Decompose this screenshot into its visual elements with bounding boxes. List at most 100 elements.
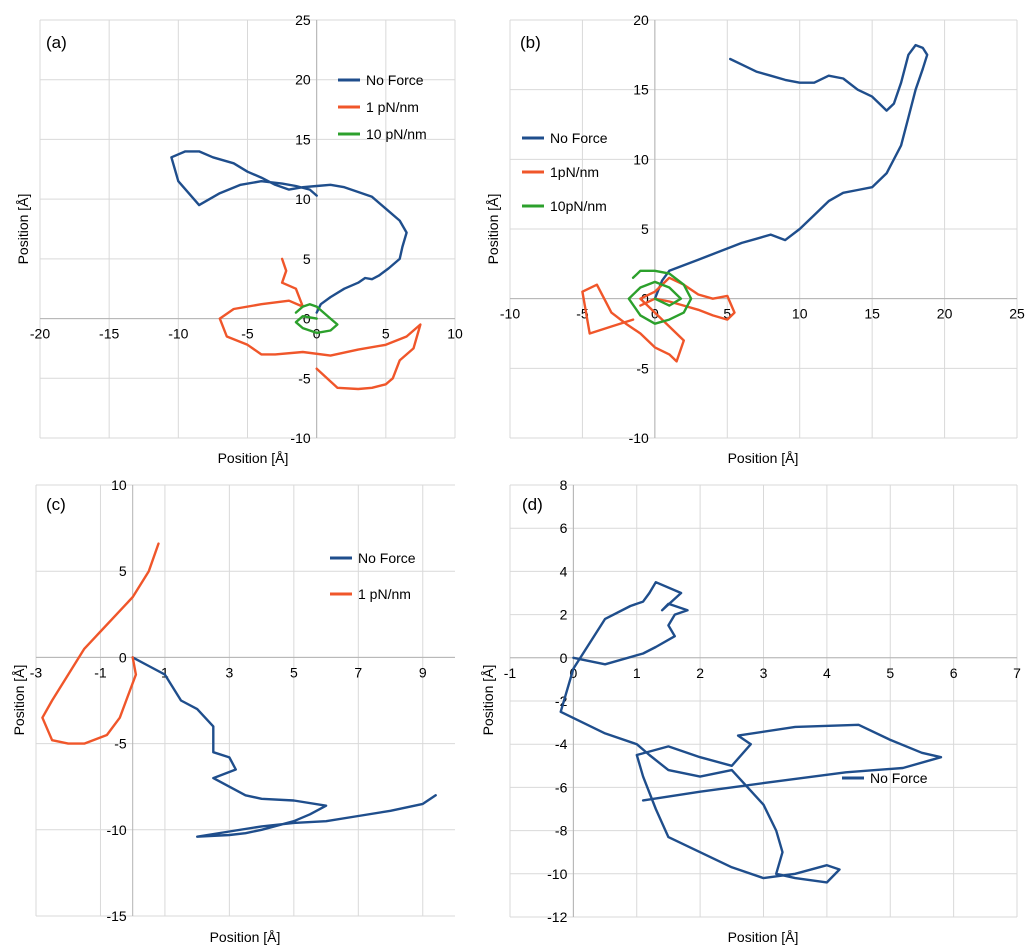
y-tick-label: -6 xyxy=(555,779,568,795)
y-tick-label: 0 xyxy=(303,311,311,327)
legend: No Force xyxy=(842,770,928,786)
legend-entry: 1 pN/nm xyxy=(366,99,419,115)
grid xyxy=(509,484,1018,918)
series-line-no-force xyxy=(170,150,408,314)
x-tick-label: 10 xyxy=(447,326,463,342)
y-tick-label: 8 xyxy=(560,477,568,493)
x-tick-label: 20 xyxy=(937,306,953,322)
y-axis-title: Position [Å] xyxy=(15,194,31,265)
x-tick-label: -3 xyxy=(30,664,43,680)
series-line-10-pn-nm xyxy=(294,303,339,335)
y-axis-title: Position [Å] xyxy=(480,665,496,736)
x-axis-title: Position [Å] xyxy=(218,450,289,466)
x-tick-label: 5 xyxy=(382,326,390,342)
y-tick-label: 15 xyxy=(295,131,311,147)
legend-entry: No Force xyxy=(358,550,416,566)
series-line-no-force xyxy=(131,656,437,838)
x-tick-label: 1 xyxy=(161,664,169,680)
x-tick-label: 7 xyxy=(354,664,362,680)
x-tick-label: 5 xyxy=(290,664,298,680)
y-tick-label: 15 xyxy=(633,82,649,98)
legend-entry: No Force xyxy=(870,770,928,786)
series-line-1-pn-nm xyxy=(218,257,422,391)
y-tick-label: 20 xyxy=(295,72,311,88)
y-tick-label: -15 xyxy=(106,908,126,924)
x-tick-label: 9 xyxy=(419,664,427,680)
y-tick-label: 2 xyxy=(560,607,568,623)
y-tick-label: 5 xyxy=(119,563,127,579)
y-tick-label: 10 xyxy=(633,151,649,167)
x-axis-title: Position [Å] xyxy=(728,929,799,945)
y-tick-label: -10 xyxy=(547,866,567,882)
x-tick-label: 7 xyxy=(1013,665,1021,681)
x-tick-label: -15 xyxy=(99,326,119,342)
y-tick-label: -5 xyxy=(636,360,649,376)
y-tick-label: -10 xyxy=(629,430,649,446)
x-tick-label: 6 xyxy=(950,665,958,681)
x-tick-label: 3 xyxy=(225,664,233,680)
y-tick-label: 0 xyxy=(560,650,568,666)
y-tick-label: 5 xyxy=(303,251,311,267)
y-tick-label: 0 xyxy=(119,649,127,665)
series-line-no-force xyxy=(653,43,929,300)
x-tick-label: -10 xyxy=(168,326,188,342)
x-tick-label: 10 xyxy=(792,306,808,322)
y-tick-label: 6 xyxy=(560,520,568,536)
y-tick-label: -5 xyxy=(298,370,311,386)
x-tick-label: -1 xyxy=(94,664,107,680)
x-tick-label: 15 xyxy=(864,306,880,322)
x-tick-label: 2 xyxy=(696,665,704,681)
y-tick-label: 10 xyxy=(111,477,127,493)
x-tick-label: -5 xyxy=(241,326,254,342)
y-tick-label: 4 xyxy=(560,563,568,579)
panel-c: -3 -1 1 3 5 7 9 -15 -10 -5 0 5 10 No Force 1 pN/nm (c) P… xyxy=(11,477,455,945)
x-tick-label: 4 xyxy=(823,665,831,681)
legend: No Force 1 pN/nm xyxy=(330,550,416,602)
panel-label: (a) xyxy=(46,33,67,52)
y-tick-label: -8 xyxy=(555,823,568,839)
y-tick-label: 20 xyxy=(633,12,649,28)
x-tick-label: -10 xyxy=(500,306,520,322)
legend-entry: 1 pN/nm xyxy=(358,586,411,602)
y-axis-title: Position [Å] xyxy=(11,665,27,736)
x-tick-label: -1 xyxy=(504,665,517,681)
series-line-1pn-nm xyxy=(581,276,736,363)
y-tick-label: -5 xyxy=(114,736,127,752)
y-tick-label: 0 xyxy=(641,291,649,307)
x-tick-label: 5 xyxy=(886,665,894,681)
y-tick-label: 5 xyxy=(641,221,649,237)
x-axis-title: Position [Å] xyxy=(728,450,799,466)
legend: No Force 1 pN/nm 10 pN/nm xyxy=(338,72,427,142)
x-tick-label: -20 xyxy=(30,326,50,342)
legend-entry: No Force xyxy=(550,130,608,146)
legend: No Force 1pN/nm 10pN/nm xyxy=(522,130,608,214)
y-tick-label: 25 xyxy=(295,12,311,28)
y-axis-title: Position [Å] xyxy=(485,194,501,265)
series-line-1-pn-nm xyxy=(41,542,160,745)
x-tick-label: 0 xyxy=(569,665,577,681)
panel-label: (c) xyxy=(46,495,66,514)
series-line-10pn-nm xyxy=(627,269,693,325)
x-tick-label: 3 xyxy=(760,665,768,681)
x-tick-label: 1 xyxy=(633,665,641,681)
grid xyxy=(509,19,1018,439)
y-tick-label: -10 xyxy=(290,430,310,446)
x-tick-label: 25 xyxy=(1009,306,1025,322)
legend-entry: 10 pN/nm xyxy=(366,126,427,142)
x-axis-title: Position [Å] xyxy=(210,929,281,945)
legend-entry: 1pN/nm xyxy=(550,164,599,180)
x-tick-label: 5 xyxy=(723,306,731,322)
panel-label: (b) xyxy=(520,33,541,52)
legend-entry: 10pN/nm xyxy=(550,198,607,214)
legend-entry: No Force xyxy=(366,72,424,88)
y-tick-label: -12 xyxy=(547,909,567,925)
y-tick-label: -10 xyxy=(106,822,126,838)
series-line-no-force xyxy=(559,581,943,884)
y-tick-label: 10 xyxy=(295,191,311,207)
panel-label: (d) xyxy=(522,495,543,514)
y-tick-label: -4 xyxy=(555,736,568,752)
